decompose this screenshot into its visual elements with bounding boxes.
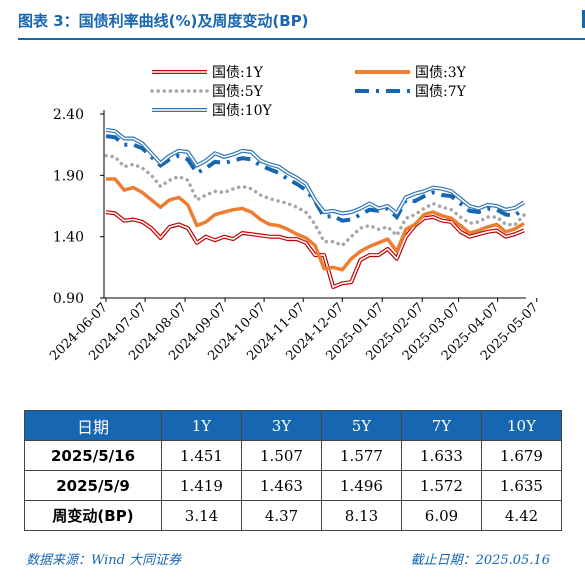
title-rule bbox=[18, 38, 585, 40]
table-cell: 1.633 bbox=[401, 440, 482, 471]
table-cell: 1.635 bbox=[481, 470, 562, 501]
table-cell: 8.13 bbox=[321, 500, 402, 531]
table-cell: 3.14 bbox=[161, 500, 242, 531]
table-row: 2025/5/16 1.451 1.507 1.577 1.633 1.679 bbox=[24, 440, 562, 471]
title-bar: 图表 3：国债利率曲线(%)及周度变动(BP) bbox=[0, 0, 585, 40]
legend-label: 国债:3Y bbox=[415, 65, 467, 81]
y-tick-label: 1.90 bbox=[53, 168, 84, 184]
row-label: 周变动(BP) bbox=[24, 500, 162, 531]
table-cell: 1.572 bbox=[401, 470, 482, 501]
table-header-row: 日期 1Y 3Y 5Y 7Y 10Y bbox=[24, 410, 562, 441]
series-line-国债:10Y-inner bbox=[105, 129, 525, 215]
header-7y: 7Y bbox=[401, 410, 482, 441]
y-tick-label: 0.90 bbox=[53, 291, 84, 307]
table-cell: 1.577 bbox=[321, 440, 402, 471]
table-row: 周变动(BP) 3.14 4.37 8.13 6.09 4.42 bbox=[24, 500, 562, 531]
header-5y: 5Y bbox=[321, 410, 402, 441]
series-line-国债:5Y bbox=[104, 153, 526, 248]
table-cell: 4.37 bbox=[241, 500, 322, 531]
header-10y: 10Y bbox=[481, 410, 562, 441]
yield-change-table: 日期 1Y 3Y 5Y 7Y 10Y 2025/5/16 1.451 1.507… bbox=[24, 410, 562, 531]
row-label: 2025/5/16 bbox=[24, 440, 162, 471]
chart-title: 图表 3：国债利率曲线(%)及周度变动(BP) bbox=[18, 12, 309, 30]
title-tick bbox=[582, 10, 585, 28]
header-date: 日期 bbox=[24, 410, 162, 441]
table-cell: 1.679 bbox=[481, 440, 562, 471]
series-line-国债:3Y bbox=[106, 177, 525, 272]
row-label: 2025/5/9 bbox=[24, 470, 162, 501]
table-cell: 1.463 bbox=[241, 470, 322, 501]
series-line-国债:7Y bbox=[105, 134, 526, 223]
table-cell: 1.451 bbox=[161, 440, 242, 471]
y-tick-label: 1.40 bbox=[53, 230, 84, 246]
table-cell: 1.419 bbox=[161, 470, 242, 501]
table-cell: 4.42 bbox=[481, 500, 562, 531]
legend-label: 国债:5Y bbox=[212, 84, 264, 100]
source-note: 数据来源：Wind 大同证券 bbox=[26, 553, 182, 568]
table-row: 2025/5/9 1.419 1.463 1.496 1.572 1.635 bbox=[24, 470, 562, 501]
legend-label: 国债:1Y bbox=[212, 65, 264, 81]
yield-curve-chart: 0.901.401.902.402024-06-072024-07-072024… bbox=[47, 65, 541, 364]
legend-label: 国债:10Y bbox=[212, 103, 273, 119]
header-3y: 3Y bbox=[241, 410, 322, 441]
table-cell: 1.496 bbox=[321, 470, 402, 501]
y-tick-label: 2.40 bbox=[53, 107, 84, 123]
legend-label: 国债:7Y bbox=[415, 84, 467, 100]
cutoff-date: 截止日期：2025.05.16 bbox=[410, 553, 550, 568]
series-line-国债:1Y-inner bbox=[105, 211, 525, 288]
header-1y: 1Y bbox=[161, 410, 242, 441]
table-cell: 6.09 bbox=[401, 500, 482, 531]
table-cell: 1.507 bbox=[241, 440, 322, 471]
